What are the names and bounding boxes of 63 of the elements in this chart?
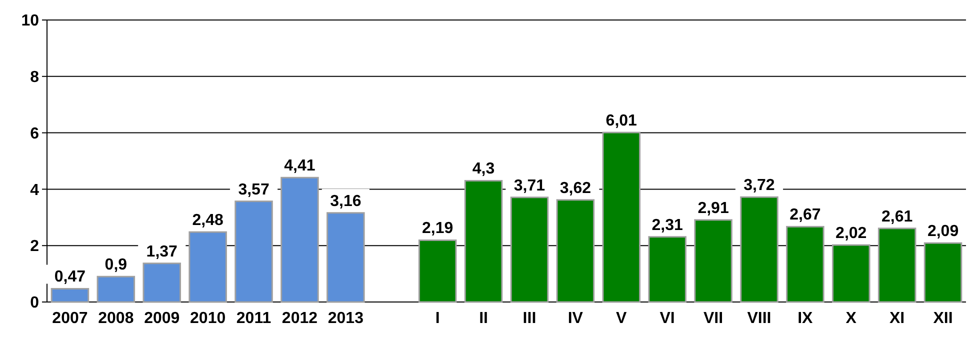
bar — [648, 236, 686, 303]
bar — [878, 228, 916, 303]
data-label: 4,41 — [284, 158, 316, 175]
bar — [96, 276, 136, 303]
bar — [280, 176, 319, 303]
bar — [418, 239, 457, 303]
data-label: 2,67 — [790, 206, 821, 224]
bar — [326, 212, 365, 303]
x-tick-label: IV — [568, 310, 584, 327]
x-tick-label: I — [435, 310, 440, 327]
data-label: 3,71 — [514, 177, 546, 194]
x-tick-label: XII — [933, 310, 953, 327]
x-tick-label: 2011 — [236, 310, 272, 327]
x-tick-label: 2007 — [52, 310, 88, 327]
data-label: 3,57 — [238, 181, 270, 198]
data-label: 3,16 — [330, 192, 362, 210]
data-label: 0,9 — [104, 256, 128, 274]
y-tick-label: 0 — [30, 294, 40, 312]
bar — [188, 231, 227, 303]
x-tick-label: 2008 — [98, 310, 134, 327]
data-label: 2,09 — [927, 223, 959, 240]
data-label: 0,47 — [54, 268, 86, 286]
bar — [602, 132, 641, 303]
bar — [740, 196, 778, 303]
x-tick-label: V — [616, 310, 628, 327]
bar — [694, 219, 732, 303]
x-tick-label: IX — [798, 310, 814, 327]
bar — [924, 242, 962, 303]
data-label: 6,01 — [606, 112, 638, 130]
bar — [464, 180, 503, 303]
bar — [234, 200, 273, 303]
x-tick-label: VII — [703, 310, 724, 327]
data-label: 2,31 — [652, 216, 683, 234]
x-tick-label: 2013 — [328, 310, 364, 327]
data-label: 2,91 — [698, 200, 729, 217]
data-label: 1,37 — [146, 243, 178, 260]
y-tick-label: 8 — [30, 69, 40, 86]
bar — [50, 288, 90, 303]
y-tick-label: 2 — [30, 238, 40, 256]
bar — [786, 226, 824, 303]
data-label: 3,72 — [744, 177, 775, 194]
x-tick-label: II — [479, 310, 488, 327]
bar — [556, 199, 595, 303]
y-tick-label: 6 — [30, 125, 40, 142]
bar — [510, 196, 549, 303]
y-tick-label: 10 — [21, 12, 40, 30]
bar — [832, 244, 870, 303]
x-tick-label: X — [846, 310, 857, 327]
y-tick-label: 4 — [30, 182, 40, 199]
x-tick-label: XI — [890, 310, 905, 327]
x-tick-label: VIII — [747, 310, 772, 327]
data-label: 2,02 — [836, 225, 867, 242]
data-label: 2,19 — [422, 220, 454, 238]
data-label: 2,48 — [192, 212, 224, 230]
x-tick-label: VI — [660, 310, 675, 327]
data-label: 3,62 — [560, 180, 592, 197]
data-label: 4,3 — [472, 160, 495, 178]
x-tick-label: 2012 — [282, 310, 318, 327]
x-tick-label: III — [522, 310, 536, 327]
x-tick-label: 2009 — [144, 310, 180, 327]
bar — [142, 262, 182, 303]
x-tick-label: 2010 — [190, 310, 226, 327]
data-label: 2,61 — [882, 208, 913, 226]
